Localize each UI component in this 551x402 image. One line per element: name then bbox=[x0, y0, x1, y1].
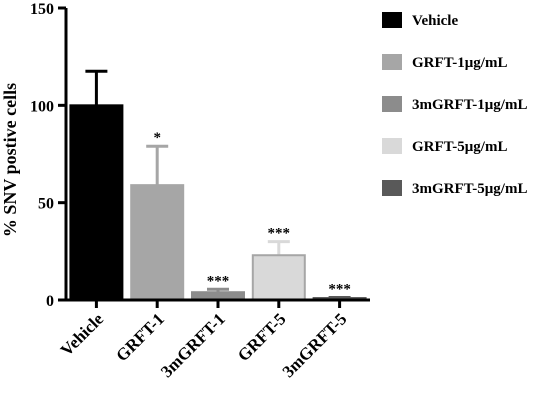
y-axis: 0 50 100 150 bbox=[30, 1, 68, 310]
y-tick-label: 0 bbox=[46, 293, 54, 310]
x-tick-label: 3mGRFT-1 bbox=[157, 309, 229, 381]
legend-label: Vehicle bbox=[412, 13, 458, 29]
y-axis-title: % SNV postive cells bbox=[0, 83, 20, 237]
significance-label: *** bbox=[328, 281, 351, 297]
x-tick-label: GRFT-5 bbox=[234, 309, 290, 365]
bars: ********** bbox=[69, 69, 367, 302]
legend: Vehicle GRFT-1μg/mL 3mGRFT-1μg/mL GRFT-5μg/… bbox=[382, 12, 527, 197]
legend-swatch bbox=[382, 138, 402, 154]
significance-label: *** bbox=[268, 226, 291, 242]
x-tick-label: GRFT-1 bbox=[112, 309, 168, 365]
y-tick-label: 100 bbox=[30, 98, 54, 115]
legend-swatch bbox=[382, 12, 402, 28]
bar bbox=[251, 254, 306, 302]
y-tick-label: 50 bbox=[38, 196, 54, 213]
bar bbox=[69, 104, 124, 302]
legend-swatch bbox=[382, 54, 402, 70]
legend-label: 3mGRFT-1μg/mL bbox=[412, 97, 527, 113]
bar bbox=[130, 184, 185, 301]
x-tick-label: Vehicle bbox=[57, 309, 108, 360]
significance-label: * bbox=[153, 130, 161, 146]
x-tick-label: 3mGRFT-5 bbox=[279, 309, 351, 381]
legend-label: GRFT-1μg/mL bbox=[412, 55, 507, 71]
legend-label: 3mGRFT-5μg/mL bbox=[412, 181, 527, 197]
legend-swatch bbox=[382, 180, 402, 196]
y-tick-label: 150 bbox=[30, 1, 54, 18]
legend-swatch bbox=[382, 96, 402, 112]
legend-label: GRFT-5μg/mL bbox=[412, 139, 507, 155]
significance-label: *** bbox=[207, 273, 230, 289]
